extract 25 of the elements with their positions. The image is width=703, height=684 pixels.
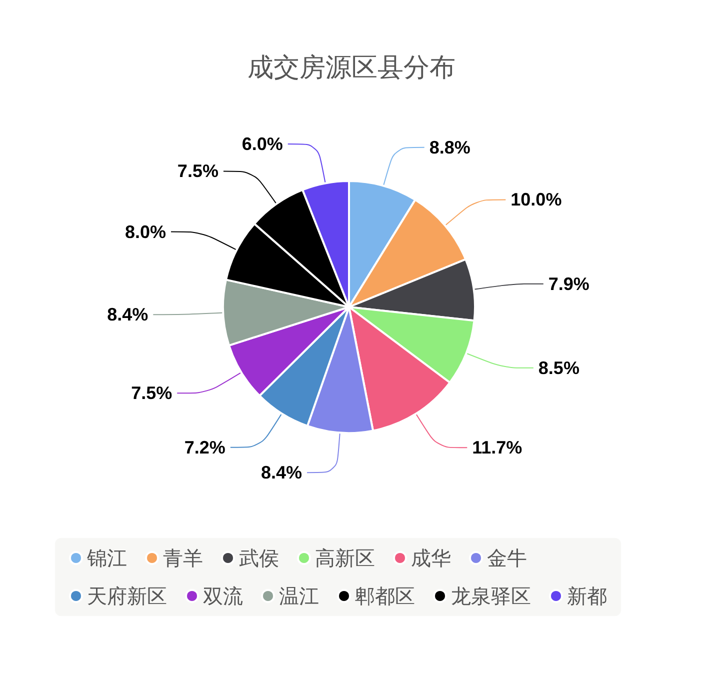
data-label: 8.5% bbox=[538, 358, 580, 378]
legend-label: 金牛 bbox=[487, 546, 527, 570]
legend-label: 新都 bbox=[567, 584, 607, 608]
legend-label: 温江 bbox=[279, 584, 319, 608]
data-label: 7.2% bbox=[184, 437, 226, 458]
data-label: 11.7% bbox=[472, 438, 522, 458]
data-label: 8.4% bbox=[107, 304, 148, 325]
data-label: 8.4% bbox=[260, 462, 302, 483]
legend-label: 高新区 bbox=[315, 546, 375, 570]
data-label: 7.5% bbox=[131, 383, 172, 404]
data-label: 10.0% bbox=[510, 190, 562, 210]
legend-label: 青羊 bbox=[163, 546, 203, 570]
legend-label: 龙泉驿区 bbox=[451, 584, 531, 608]
data-label: 8.0% bbox=[124, 222, 166, 242]
legend-label: 锦江 bbox=[86, 546, 127, 570]
legend-label: 双流 bbox=[203, 584, 243, 608]
legend-label: 郫都区 bbox=[355, 584, 415, 608]
legend-label: 成华 bbox=[411, 546, 451, 570]
legend-label: 天府新区 bbox=[87, 584, 167, 608]
legend-label: 武侯 bbox=[239, 546, 279, 570]
chart-title: 成交房源区县分布 bbox=[248, 53, 456, 83]
data-label: 6.0% bbox=[242, 134, 283, 154]
data-label: 7.9% bbox=[548, 274, 590, 294]
data-label: 7.5% bbox=[177, 161, 218, 182]
data-label: 8.8% bbox=[429, 137, 470, 158]
